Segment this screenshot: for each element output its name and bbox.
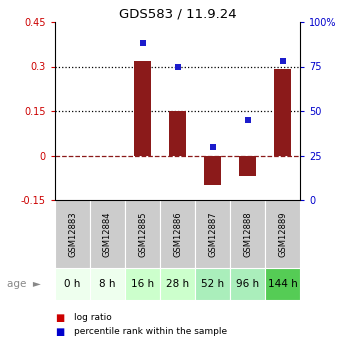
Bar (125, 200, 160, 268)
Bar (274, 69, 291, 156)
Bar (230, 268, 265, 300)
Text: GSM12885: GSM12885 (138, 211, 147, 257)
Bar (125, 268, 160, 300)
Text: GSM12883: GSM12883 (68, 211, 77, 257)
Text: 8 h: 8 h (99, 279, 116, 289)
Bar (195, 268, 230, 300)
Bar (55, 200, 90, 268)
Text: 52 h: 52 h (201, 279, 224, 289)
Bar (160, 268, 195, 300)
Title: GDS583 / 11.9.24: GDS583 / 11.9.24 (119, 8, 236, 21)
Text: percentile rank within the sample: percentile rank within the sample (74, 327, 227, 336)
Text: GSM12889: GSM12889 (278, 211, 287, 257)
Text: ■: ■ (55, 327, 64, 337)
Text: 16 h: 16 h (131, 279, 154, 289)
Bar (195, 200, 230, 268)
Text: 0 h: 0 h (64, 279, 81, 289)
Text: GSM12888: GSM12888 (243, 211, 252, 257)
Bar (204, 156, 221, 185)
Bar (160, 200, 195, 268)
Text: 96 h: 96 h (236, 279, 259, 289)
Text: GSM12887: GSM12887 (208, 211, 217, 257)
Bar (55, 268, 90, 300)
Text: age  ►: age ► (7, 279, 41, 289)
Text: log ratio: log ratio (74, 314, 111, 323)
Text: GSM12884: GSM12884 (103, 211, 112, 257)
Bar (230, 200, 265, 268)
Text: 28 h: 28 h (166, 279, 189, 289)
Text: 144 h: 144 h (268, 279, 297, 289)
Text: ■: ■ (55, 313, 64, 323)
Bar (239, 156, 256, 176)
Bar (90, 268, 125, 300)
Bar (169, 111, 186, 156)
Bar (134, 61, 151, 156)
Bar (265, 200, 300, 268)
Bar (265, 268, 300, 300)
Bar (90, 200, 125, 268)
Text: GSM12886: GSM12886 (173, 211, 182, 257)
